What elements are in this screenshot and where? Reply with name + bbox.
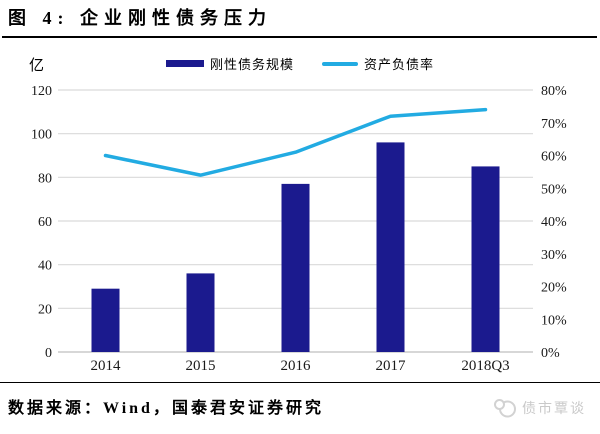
x-axis-label: 2018Q3 [461, 358, 509, 374]
left-axis-tick: 40 [38, 259, 52, 274]
left-axis-tick: 0 [45, 346, 52, 361]
bar-2018Q3 [471, 166, 500, 352]
figure-title: 图 4: 企业刚性债务压力 [8, 8, 272, 28]
legend-label-debt-scale: 刚性债务规模 [209, 57, 294, 72]
left-axis-tick: 120 [31, 84, 52, 99]
right-axis-tick: 80% [541, 84, 567, 99]
bar-2016 [281, 183, 310, 352]
right-axis-tick: 30% [541, 248, 567, 263]
data-source-note: 数据来源：Wind，国泰君安证券研究 [8, 400, 324, 417]
x-axis-label: 2014 [91, 358, 122, 374]
left-axis-tick: 60 [38, 215, 52, 230]
line-series-swatch [322, 61, 358, 66]
left-axis-tick: 100 [31, 128, 52, 143]
right-axis-tick: 20% [541, 281, 567, 296]
right-axis-tick: 70% [541, 117, 567, 132]
legend-item-debt-scale: 刚性债务规模 [165, 54, 294, 73]
bar-2017 [376, 142, 405, 352]
left-axis-tick: 20 [38, 302, 52, 317]
bar-2015 [186, 273, 215, 352]
watermark: 债市覃谈 [493, 398, 586, 418]
bar-2014 [91, 288, 120, 352]
left-axis-tick: 80 [38, 171, 52, 186]
watermark-text: 债市覃谈 [522, 402, 586, 417]
x-axis-label: 2016 [281, 358, 312, 374]
wechat-logo-icon [494, 399, 516, 418]
footer-separator [0, 382, 600, 383]
legend: 刚性债务规模 资产负债率 [0, 54, 600, 73]
legend-label-liability-ratio: 资产负债率 [364, 57, 435, 72]
title-underline [2, 36, 597, 38]
right-axis-tick: 50% [541, 182, 567, 197]
liability-ratio-line [103, 107, 488, 177]
right-axis-tick: 0% [541, 346, 560, 361]
x-axis-label: 2015 [186, 358, 216, 374]
bar-series-swatch [165, 60, 204, 67]
right-axis-tick: 10% [541, 313, 567, 328]
right-axis-tick: 40% [541, 215, 567, 230]
left-axis-unit: 亿 [29, 58, 45, 74]
right-axis-tick: 60% [541, 150, 567, 165]
x-axis-label: 2017 [376, 358, 407, 374]
legend-item-liability-ratio: 资产负债率 [322, 54, 434, 73]
